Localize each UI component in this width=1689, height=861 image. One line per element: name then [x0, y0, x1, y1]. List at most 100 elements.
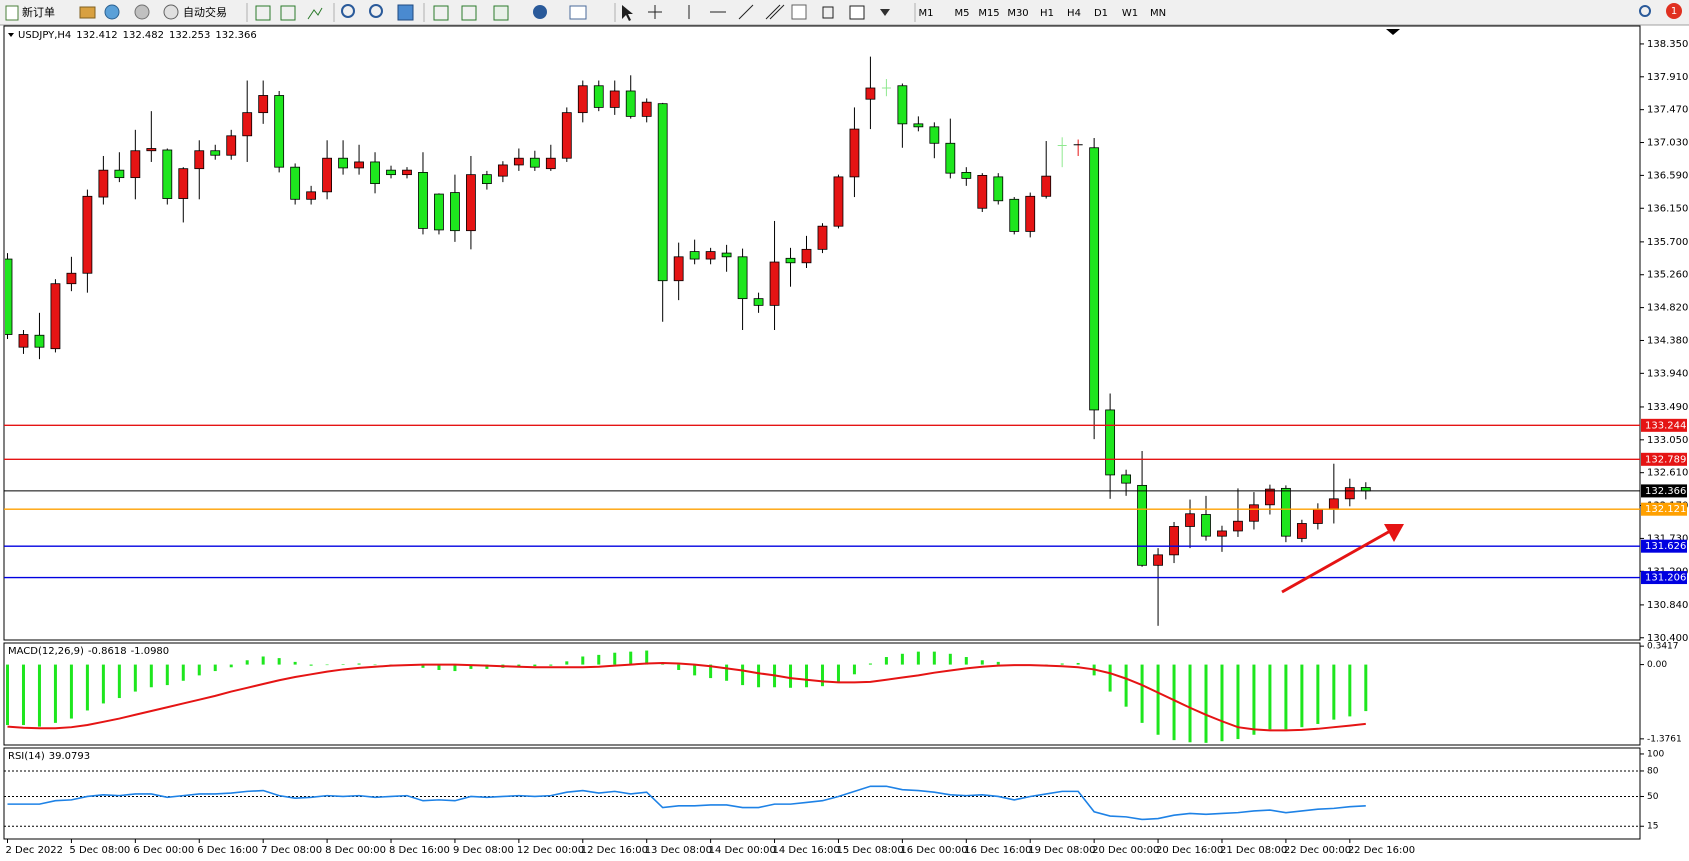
candle-body: [993, 176, 1004, 202]
y-tick-label: 0.3417: [1647, 642, 1679, 652]
macd-histogram-bar: [437, 664, 441, 670]
timeframe-button[interactable]: D1: [1094, 8, 1108, 19]
macd-histogram-bar: [1124, 664, 1128, 707]
timeframe-button[interactable]: W1: [1122, 8, 1138, 19]
timeframe-button[interactable]: MN: [1150, 8, 1166, 19]
macd-histogram-bar: [229, 664, 233, 668]
candle-body: [242, 112, 253, 137]
zoom-out-icon[interactable]: [369, 4, 383, 18]
new-order-icon[interactable]: [5, 5, 19, 21]
tool-icon[interactable]: [79, 6, 96, 19]
close-readout: 132.366: [215, 30, 256, 41]
notification-badge[interactable]: [1666, 3, 1682, 19]
candle-body: [1233, 520, 1243, 532]
new-order-button[interactable]: 新订单: [22, 5, 55, 19]
candle-body: [961, 172, 972, 179]
tile-icon[interactable]: [397, 4, 414, 21]
y-tick-label: 80: [1647, 766, 1659, 776]
auto-trading-button[interactable]: 自动交易: [183, 5, 227, 19]
candle-body: [114, 169, 125, 179]
candle-body: [210, 150, 221, 156]
macd-histogram-bar: [916, 651, 920, 665]
macd-histogram-bar: [1140, 664, 1144, 723]
candle-body: [34, 334, 45, 348]
timeframe-button[interactable]: H1: [1040, 8, 1054, 19]
symbol-menu-icon: [8, 33, 14, 37]
channel-icon[interactable]: [769, 4, 785, 20]
macd-histogram-bar: [1268, 664, 1272, 730]
high-readout: 132.482: [123, 30, 164, 41]
macd-histogram-bar: [884, 657, 888, 665]
timeframe-button[interactable]: M30: [1007, 8, 1028, 19]
candle-body: [1328, 498, 1339, 510]
timeframe-button[interactable]: H4: [1067, 8, 1081, 19]
candles: [5, 56, 1371, 626]
timeframe-button[interactable]: M5: [955, 8, 970, 19]
fibo-icon[interactable]: [791, 4, 807, 20]
text-icon[interactable]: [822, 6, 834, 19]
candle-body: [226, 135, 237, 156]
y-tick-label: 137.030: [1647, 138, 1688, 149]
x-tick-label: 14 Dec 16:00: [773, 845, 840, 856]
bar-chart-icon[interactable]: [255, 5, 271, 21]
candle-body: [753, 298, 764, 306]
y-tick-label: 134.820: [1647, 303, 1688, 314]
open-readout: 132.412: [76, 30, 117, 41]
search-icon[interactable]: [1639, 5, 1651, 17]
x-tick-label: 15 Dec 08:00: [836, 845, 903, 856]
indicators-icon[interactable]: [493, 5, 509, 21]
macd-histogram-bar: [117, 664, 121, 699]
macd-histogram-bar: [1188, 664, 1192, 743]
timeframe-button[interactable]: M1: [919, 8, 934, 19]
price-level-label: 132.789: [1645, 454, 1686, 465]
macd-histogram-bar: [53, 664, 57, 723]
candle-body: [1153, 554, 1163, 566]
candle-chart-icon[interactable]: [280, 5, 296, 21]
zoom-in-icon[interactable]: [341, 4, 355, 18]
candle-body: [785, 257, 796, 264]
channel-icon[interactable]: [765, 4, 781, 20]
candle-body: [194, 150, 205, 170]
y-tick-label: 131.730: [1647, 533, 1688, 544]
rsi-line: [7, 785, 1366, 821]
macd-histogram-bar: [741, 664, 745, 686]
candle-body: [1249, 504, 1259, 522]
y-tick-label: 135.700: [1647, 237, 1688, 248]
macd-histogram-bar: [709, 664, 713, 679]
label-icon[interactable]: [849, 5, 865, 20]
shift-icon[interactable]: [461, 5, 477, 21]
macd-histogram-bar: [533, 664, 537, 667]
x-tick-label: 19 Dec 08:00: [1028, 845, 1095, 856]
candle-body: [577, 85, 588, 114]
scroll-icon[interactable]: [433, 5, 449, 21]
periods-icon[interactable]: [533, 5, 547, 19]
candle-body: [98, 169, 109, 198]
macd-histogram-bar: [852, 664, 856, 675]
macd-histogram-bar: [6, 664, 9, 726]
trendline-icon[interactable]: [738, 4, 754, 20]
y-tick-label: 130.840: [1647, 600, 1688, 611]
macd-histogram-bar: [453, 664, 457, 672]
candle-body: [625, 90, 636, 117]
candle-body: [18, 334, 29, 348]
price-level-label: 132.121: [1645, 504, 1686, 515]
macd-histogram-bar: [181, 664, 185, 681]
macd-histogram-bar: [725, 664, 729, 681]
macd-histogram-bar: [133, 664, 137, 692]
tool-icon[interactable]: [104, 4, 120, 20]
x-tick-label: 21 Dec 08:00: [1220, 845, 1287, 856]
templates-icon[interactable]: [569, 5, 587, 20]
auto-trading-icon[interactable]: [163, 4, 179, 20]
macd-histogram-bar: [693, 664, 697, 676]
arrows-icon[interactable]: [880, 9, 890, 16]
macd-histogram-bar: [517, 664, 521, 667]
tool-icon[interactable]: [134, 4, 150, 20]
timeframe-button[interactable]: M15: [978, 8, 999, 19]
candle-body: [641, 101, 652, 117]
line-chart-icon[interactable]: [307, 7, 323, 20]
candle-body: [1312, 508, 1323, 524]
cursor-icon[interactable]: [622, 5, 633, 21]
macd-histogram-bar: [1300, 664, 1304, 728]
candle-body: [1344, 487, 1355, 500]
